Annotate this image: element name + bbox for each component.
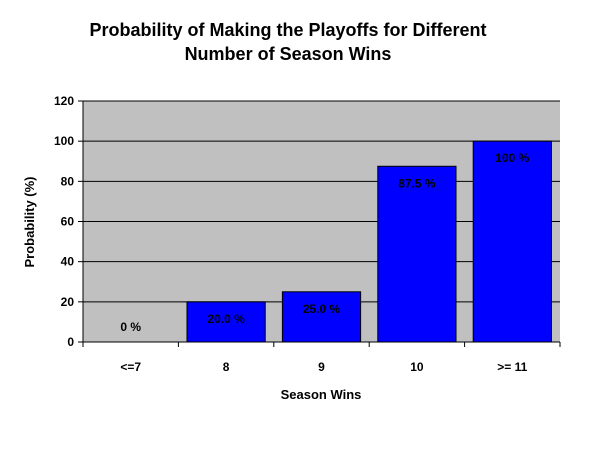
data-label-1: 20.0 % — [207, 312, 245, 326]
gridlines — [83, 100, 560, 303]
y-tick-label: 20 — [61, 295, 75, 309]
bars — [186, 140, 552, 343]
bar-1 — [186, 301, 266, 343]
x-tick-label: >= 11 — [497, 360, 527, 374]
y-tick-label: 40 — [61, 255, 75, 269]
bar-4 — [472, 140, 552, 343]
bar-2 — [281, 291, 362, 343]
x-tick-label: 9 — [318, 360, 325, 374]
data-label-0: 0 % — [120, 320, 141, 334]
labels: 0 20 40 60 80 100 120 0 % 20.0 % 25.0 % 87.5 % 100 … — [54, 94, 530, 374]
x-tick-label: 10 — [410, 360, 424, 374]
y-tick-label: 0 — [67, 335, 74, 349]
chart-title-line-1: Probability of Making the Playoffs for D… — [89, 20, 486, 40]
bar-3 — [377, 165, 457, 343]
y-axis-title: Probability (%) — [22, 176, 37, 267]
y-tick-label: 80 — [61, 174, 75, 188]
y-tick-label: 100 — [54, 134, 74, 148]
data-label-2: 25.0 % — [303, 302, 341, 316]
data-label-4: 100 % — [495, 151, 529, 165]
x-tick-label: <=7 — [120, 360, 141, 374]
y-tick-label: 60 — [61, 215, 75, 229]
x-tick-label: 8 — [223, 360, 230, 374]
chart-title-line-2: Number of Season Wins — [185, 44, 392, 64]
axes — [78, 100, 561, 347]
x-axis-title: Season Wins — [281, 387, 362, 402]
y-tick-label: 120 — [54, 94, 74, 108]
data-label-3: 87.5 % — [398, 176, 436, 190]
